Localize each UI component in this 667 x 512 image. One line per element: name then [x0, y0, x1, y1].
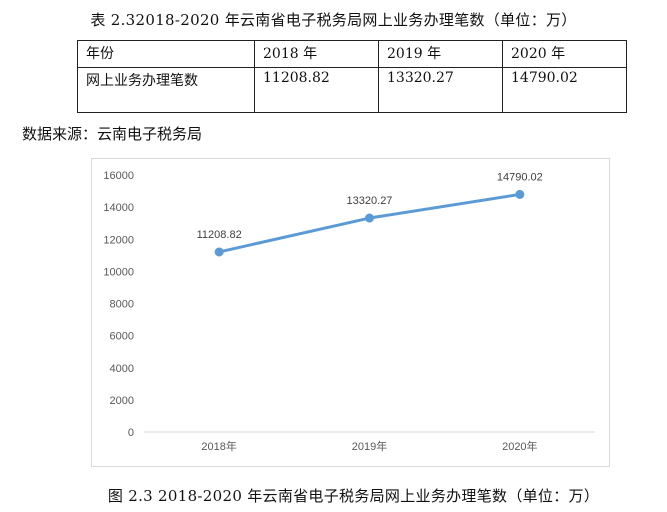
- data-point-2: [515, 189, 525, 199]
- y-tick-label-8: 16000: [103, 170, 134, 182]
- table-header-row: 年份 2018 年 2019 年 2020 年: [77, 40, 627, 68]
- y-tick-label-6: 12000: [103, 234, 134, 246]
- header-cell-2020: 2020 年: [502, 40, 627, 68]
- y-tick-label-4: 8000: [110, 299, 134, 311]
- value-cell-2018: 11208.82: [254, 67, 379, 113]
- line-chart-frame: 0 2000 4000 6000 8000 10000 12000 14000 16000 201…: [91, 158, 610, 467]
- data-point-1: [365, 213, 374, 223]
- row-label-cell: 网上业务办理笔数: [77, 67, 255, 113]
- y-tick-label-7: 14000: [103, 202, 134, 214]
- value-cell-2019: 13320.27: [378, 67, 503, 113]
- x-tick-label-0: 2018年: [201, 439, 236, 453]
- data-point-0: [214, 247, 224, 257]
- value-cell-2020: 14790.02: [502, 67, 627, 113]
- data-label-1: 13320.27: [347, 195, 393, 207]
- line-chart: 0 2000 4000 6000 8000 10000 12000 14000 16000 201…: [103, 170, 595, 453]
- y-tick-label-5: 10000: [103, 266, 134, 278]
- header-cell-2018: 2018 年: [254, 40, 379, 68]
- header-cell-year: 年份: [77, 40, 255, 68]
- data-label-0: 11208.82: [197, 229, 242, 241]
- y-tick-label-3: 6000: [110, 331, 134, 343]
- header-cell-2019: 2019 年: [378, 40, 503, 68]
- y-tick-label-1: 2000: [110, 395, 134, 407]
- table-row: 网上业务办理笔数 11208.82 13320.27 14790.02: [77, 67, 627, 113]
- y-tick-label-0: 0: [128, 427, 134, 439]
- figure-caption: 图 2.3 2018-2020 年云南省电子税务局网上业务办理笔数（单位：万）: [107, 487, 600, 505]
- y-tick-label-2: 4000: [110, 363, 134, 375]
- data-source-note: 数据来源：云南电子税务局: [22, 125, 203, 143]
- data-table: 年份 2018 年 2019 年 2020 年 网上业务办理笔数 11208.8…: [77, 40, 627, 113]
- x-tick-label-1: 2019年: [352, 439, 387, 453]
- x-tick-label-2: 2020年: [502, 439, 537, 453]
- data-label-2: 14790.02: [497, 171, 543, 183]
- table-caption: 表 2.32018-2020 年云南省电子税务局网上业务办理笔数（单位：万）: [90, 11, 577, 29]
